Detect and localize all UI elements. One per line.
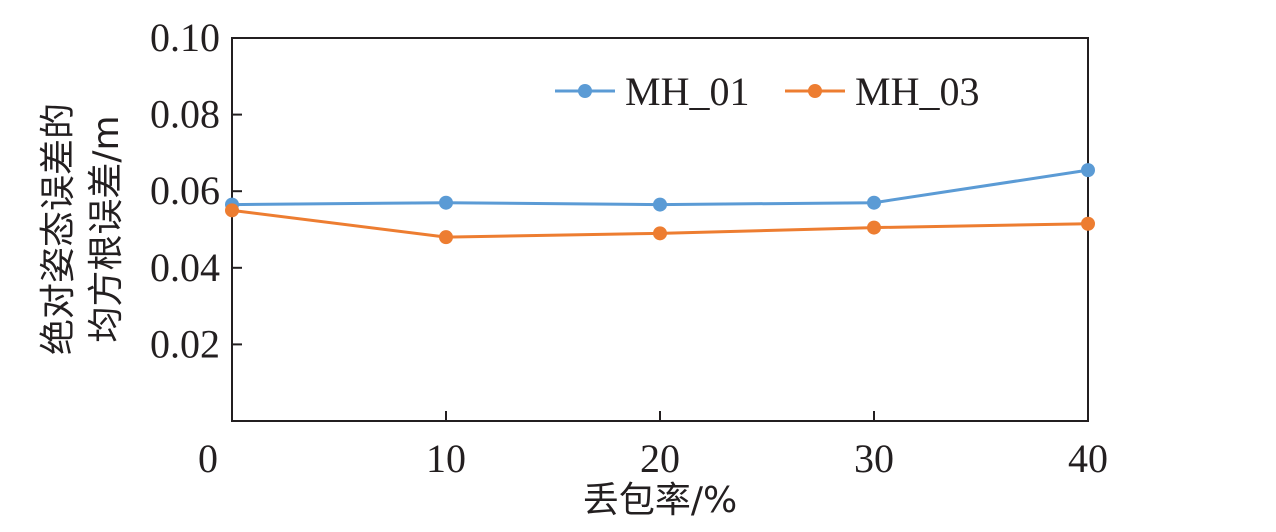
x-tick-label: 30	[854, 436, 894, 481]
y-axis-ticks: 0.02 0.04 0.06 0.08 0.10	[150, 15, 242, 366]
data-point	[225, 203, 239, 218]
legend-marker	[578, 84, 592, 98]
data-point	[439, 230, 453, 245]
x-tick-label: 10	[426, 436, 466, 481]
x-axis-title: 丢包率/%	[583, 480, 737, 521]
series-layer	[225, 163, 1095, 245]
y-tick-label: 0.08	[150, 92, 220, 137]
y-axis-title-line-2: 均方根误差/m	[86, 115, 127, 342]
x-tick-label: 40	[1068, 436, 1108, 481]
data-point	[867, 220, 881, 235]
y-axis-title: 绝对姿态误差的 均方根误差/m	[38, 103, 127, 355]
y-tick-label: 0.06	[150, 168, 220, 213]
x-axis-ticks: 0 10 20 30 40	[198, 411, 1108, 481]
y-axis-title-line-1: 绝对姿态误差的	[38, 103, 79, 355]
legend-marker	[808, 84, 822, 98]
y-tick-label: 0.04	[150, 245, 220, 290]
legend-label: MH_03	[855, 69, 979, 114]
legend: MH_01 MH_03	[555, 69, 979, 114]
x-tick-label: 20	[640, 436, 680, 481]
data-point	[439, 195, 453, 210]
data-point	[1081, 163, 1095, 178]
data-point	[1081, 216, 1095, 231]
data-point	[867, 195, 881, 210]
legend-label: MH_01	[625, 69, 749, 114]
data-point	[653, 197, 667, 212]
data-point	[653, 226, 667, 241]
y-tick-label: 0.02	[150, 321, 220, 366]
y-tick-label: 0.10	[150, 15, 220, 60]
x-tick-label: 0	[198, 436, 218, 481]
